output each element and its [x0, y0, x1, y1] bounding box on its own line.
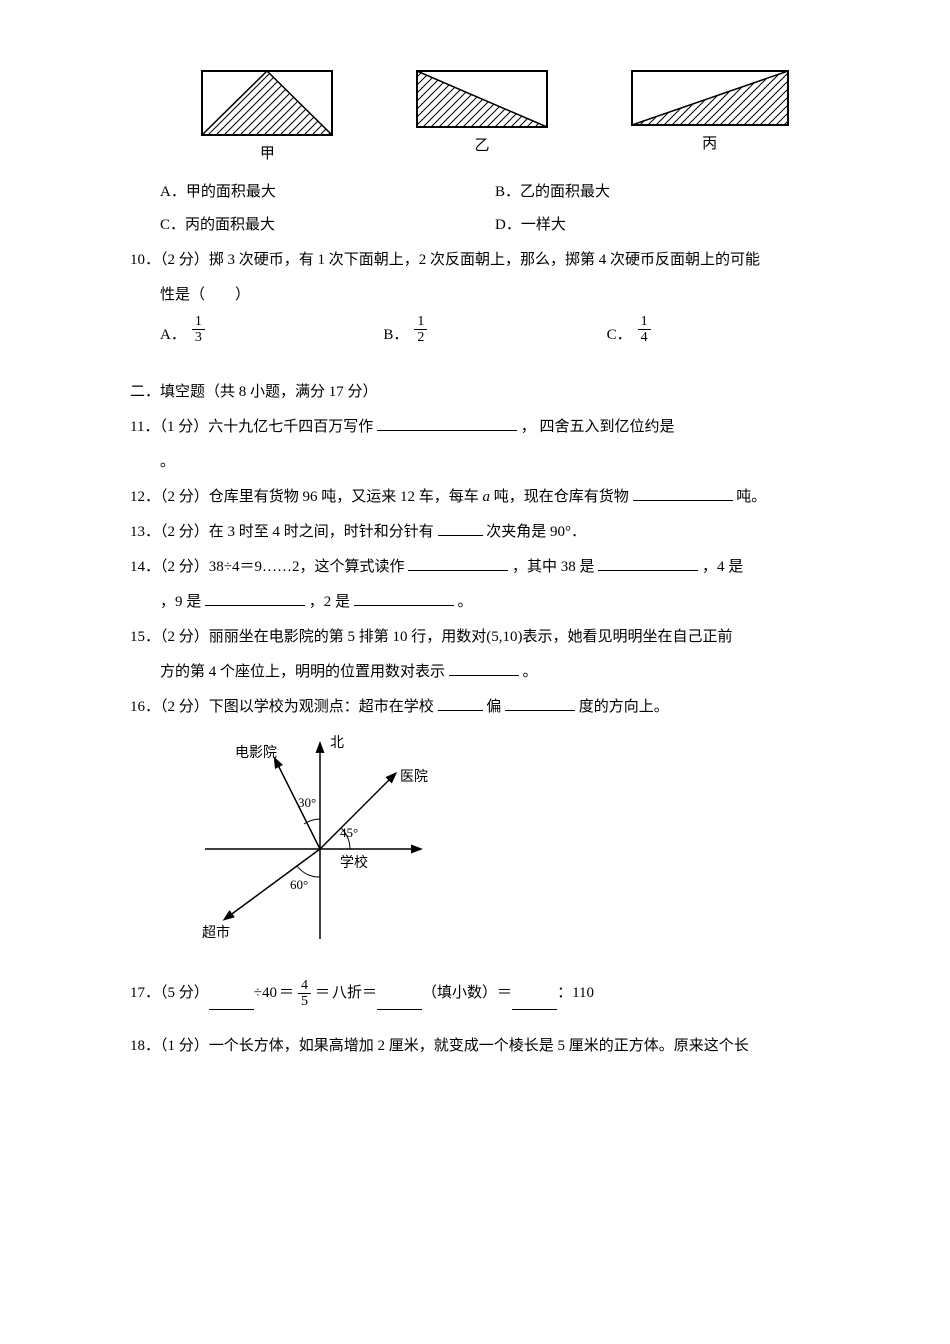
triangle-yi-svg	[416, 70, 548, 128]
q16: 16．（2 分）下图以学校为观测点：超市在学校 偏 度的方向上。	[130, 691, 830, 724]
q11: 11．（1 分）六十九亿七千四百万写作 ， 四舍五入到亿位约是	[130, 411, 830, 444]
q14-blank-2	[598, 556, 698, 571]
q17-frac: 45	[298, 978, 311, 1010]
q14-blank-4	[354, 591, 454, 606]
figure-label-jia: 甲	[201, 138, 333, 171]
section-2-title: 二．填空题（共 8 小题，满分 17 分）	[130, 376, 830, 409]
direction-graph-svg: 北 电影院 医院 学校 超市 30° 45° 60°	[190, 729, 450, 959]
figure-yi: 乙	[416, 70, 548, 171]
label-cinema: 电影院	[235, 745, 277, 761]
frac-b: 12	[414, 314, 427, 346]
label-market: 超市	[202, 924, 230, 941]
q16-blank-1	[438, 696, 483, 711]
q17-blank-2	[377, 995, 422, 1010]
q11-line2: 。	[130, 446, 830, 479]
angle-60: 60°	[290, 877, 308, 892]
q10-stem-b: 性是（ ）	[130, 279, 830, 312]
label-school: 学校	[340, 854, 368, 871]
angle-45: 45°	[340, 825, 358, 840]
q18: 18．（1 分）一个长方体，如果高增加 2 厘米，就变成一个棱长是 5 厘米的正…	[130, 1030, 830, 1063]
label-north: 北	[330, 735, 344, 751]
q14-line1: 14．（2 分）38÷4＝9……2，这个算式读作 ，其中 38 是 ，4 是	[130, 551, 830, 584]
q13-blank	[438, 521, 483, 536]
q9-option-a: A．甲的面积最大	[160, 176, 495, 209]
q9-figures: 甲 乙 丙	[160, 70, 830, 171]
q16-graph: 北 电影院 医院 学校 超市 30° 45° 60°	[190, 729, 830, 972]
frac-c: 14	[638, 314, 651, 346]
q17-blank-3	[512, 995, 557, 1010]
q9-options-row1: A．甲的面积最大 B．乙的面积最大	[160, 176, 830, 209]
q10-option-b: B． 12	[383, 314, 606, 346]
q17: 17．（5 分） ÷40 ＝ 45 ＝ 八折＝ （填小数）＝ ：110	[130, 977, 830, 1010]
figure-label-yi: 乙	[416, 130, 548, 163]
triangle-jia-svg	[201, 70, 333, 136]
label-hospital: 医院	[400, 769, 428, 785]
q15-line1: 15．（2 分）丽丽坐在电影院的第 5 排第 10 行，用数对(5,10)表示，…	[130, 621, 830, 654]
q15-blank	[449, 661, 519, 676]
triangle-bing-svg	[631, 70, 789, 126]
figure-label-bing: 丙	[631, 128, 789, 161]
q9-option-c: C．丙的面积最大	[160, 209, 495, 242]
q10-option-c: C． 14	[607, 314, 830, 346]
q10-option-a: A． 13	[160, 314, 383, 346]
frac-a: 13	[192, 314, 205, 346]
q12: 12．（2 分）仓库里有货物 96 吨，又运来 12 车，每车 a 吨，现在仓库…	[130, 481, 830, 514]
q14-blank-1	[408, 556, 508, 571]
q14-line2: ，9 是 ，2 是 。	[130, 586, 830, 619]
q9-option-d: D．一样大	[495, 209, 830, 242]
q16-blank-2	[505, 696, 575, 711]
figure-bing: 丙	[631, 70, 789, 171]
figure-jia: 甲	[201, 70, 333, 171]
q10-options: A． 13 B． 12 C． 14	[160, 314, 830, 346]
q10-stem-a: 10．（2 分）掷 3 次硬币，有 1 次下面朝上，2 次反面朝上，那么，掷第 …	[130, 244, 830, 277]
q12-blank	[633, 486, 733, 501]
q11-blank-1	[377, 416, 517, 431]
angle-30: 30°	[298, 795, 316, 810]
q17-blank-1	[209, 995, 254, 1010]
q13: 13．（2 分）在 3 时至 4 时之间，时针和分针有 次夹角是 90°．	[130, 516, 830, 549]
q14-blank-3	[205, 591, 305, 606]
q15-line2: 方的第 4 个座位上，明明的位置用数对表示 。	[130, 656, 830, 689]
q9-option-b: B．乙的面积最大	[495, 176, 830, 209]
q9-options-row2: C．丙的面积最大 D．一样大	[160, 209, 830, 242]
